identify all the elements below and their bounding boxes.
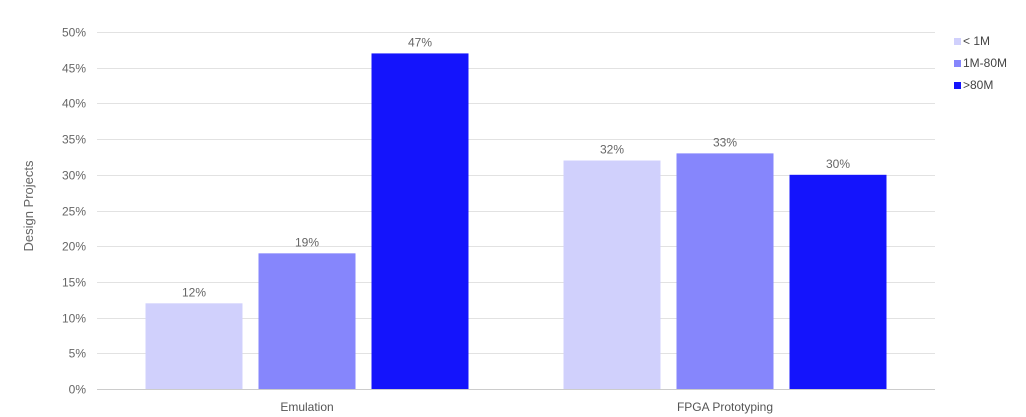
data-label: 19% xyxy=(295,235,319,249)
x-category-label: Emulation xyxy=(280,400,333,414)
bar xyxy=(563,160,661,389)
y-tick-label: 5% xyxy=(69,347,87,361)
y-tick-label: 35% xyxy=(62,133,86,147)
data-label: 30% xyxy=(826,157,850,171)
data-labels: 12% 19% 47% 32% 33% 30% xyxy=(182,35,850,299)
bar xyxy=(258,253,356,389)
y-tick-label: 50% xyxy=(62,26,86,40)
legend-label: < 1M xyxy=(963,34,990,48)
legend-swatch xyxy=(954,60,961,67)
legend-label: >80M xyxy=(963,78,993,92)
y-tick-label: 40% xyxy=(62,97,86,111)
y-tick-label: 45% xyxy=(62,62,86,76)
data-label: 32% xyxy=(600,143,624,157)
bar xyxy=(145,303,243,389)
data-label: 47% xyxy=(408,35,432,49)
data-label: 33% xyxy=(713,135,737,149)
y-tick-label: 10% xyxy=(62,312,86,326)
bar xyxy=(789,174,887,389)
bar xyxy=(676,153,774,389)
y-axis-title: Design Projects xyxy=(21,160,36,252)
x-category-label: FPGA Prototyping xyxy=(677,400,773,414)
y-axis-ticks: 0% 5% 10% 15% 20% 25% 30% 35% 40% 45% 50% xyxy=(62,26,86,397)
legend: < 1M 1M-80M >80M xyxy=(954,34,1007,92)
y-tick-label: 0% xyxy=(69,383,87,397)
y-tick-label: 30% xyxy=(62,169,86,183)
bar xyxy=(371,53,469,390)
y-tick-label: 25% xyxy=(62,205,86,219)
x-axis-categories: Emulation FPGA Prototyping xyxy=(280,400,773,414)
bars xyxy=(145,53,887,390)
legend-label: 1M-80M xyxy=(963,56,1007,70)
legend-swatch xyxy=(954,38,961,45)
y-tick-label: 20% xyxy=(62,240,86,254)
legend-swatch xyxy=(954,82,961,89)
data-label: 12% xyxy=(182,285,206,299)
y-tick-label: 15% xyxy=(62,276,86,290)
